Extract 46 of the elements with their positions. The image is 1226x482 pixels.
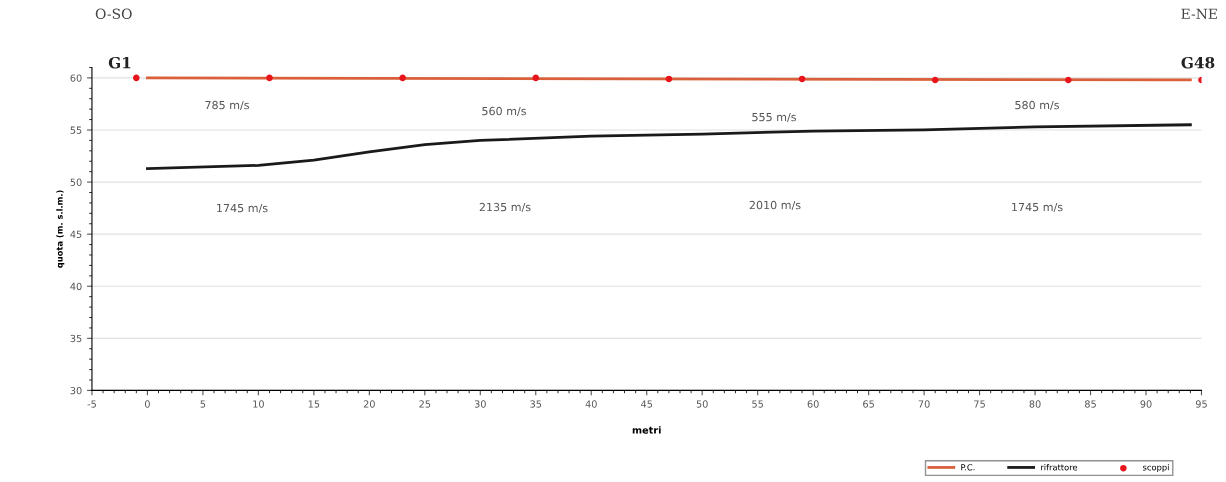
y-tick-label: 45 [70, 230, 82, 238]
annotation: 1745 m/s [1012, 202, 1063, 213]
line-series [146, 123, 1192, 170]
annotation: 580 m/s [1015, 100, 1060, 111]
x-tick-label: 30 [474, 400, 486, 408]
annotation: 2135 m/s [479, 202, 531, 213]
annotation: 555 m/s [752, 112, 797, 123]
y-tick-label: 50 [70, 178, 82, 186]
annotation: 785 m/s [205, 100, 250, 111]
x-tick-label: 75 [974, 400, 985, 408]
annotation: G1 [108, 56, 131, 69]
annotation: G48 [1181, 56, 1215, 69]
y-tick-label: 30 [70, 386, 82, 395]
y-tick-label: 40 [70, 282, 82, 291]
x-axis-title: metri [632, 426, 661, 434]
x-tick-label: 5 [200, 400, 206, 408]
x-tick-label: 40 [585, 400, 597, 408]
x-tick-label: 10 [253, 400, 264, 408]
x-tick-label: 70 [918, 400, 930, 408]
text: E-NE [1181, 8, 1217, 20]
x-tick-label: 0 [144, 400, 150, 408]
y-tick-label: 60 [70, 74, 82, 82]
x-tick-label: 25 [419, 400, 431, 408]
legend-label: P.C. [961, 464, 975, 471]
y-tick-label: 55 [70, 126, 82, 134]
annotation: 2010 m/s [749, 200, 801, 211]
x-tick-label: 90 [1140, 400, 1152, 408]
legend-label: rifrattore [1041, 464, 1078, 471]
x-tick-label: 80 [1029, 400, 1041, 408]
x-tick-label: 45 [641, 400, 653, 408]
x-tick-label: 50 [696, 400, 708, 408]
x-tick-label: 15 [308, 400, 320, 408]
y-tick-label: 35 [70, 334, 82, 343]
annotation: 560 m/s [482, 106, 527, 117]
legend-label: scoppi [1142, 464, 1169, 473]
text: O-SO [95, 8, 132, 20]
x-tick-label: 20 [363, 400, 375, 408]
x-tick-label: 85 [1085, 400, 1096, 408]
x-tick-label: -5 [87, 400, 96, 408]
x-tick-label: 60 [807, 400, 819, 408]
x-tick-label: 65 [863, 400, 874, 408]
x-tick-label: 35 [530, 400, 542, 408]
x-tick-label: 55 [752, 400, 763, 408]
x-tick-label: 95 [1195, 400, 1207, 408]
y-axis-title: quota (m. s.l.m.) [56, 190, 65, 268]
annotation: 1745 m/s [217, 203, 268, 214]
